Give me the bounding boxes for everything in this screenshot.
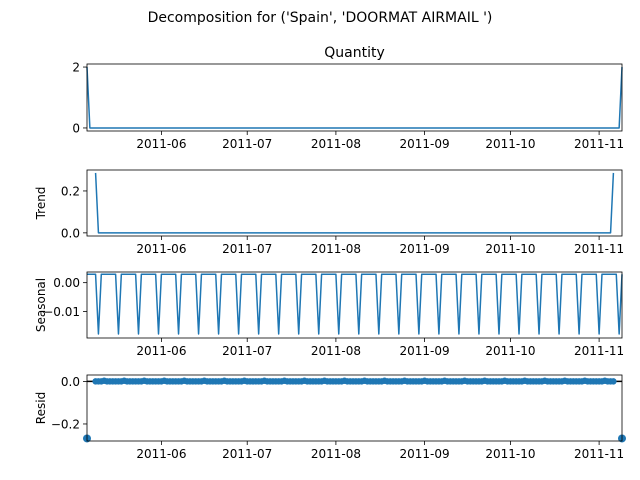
seasonal-panel: Seasonal 2011-06 2011-07 2011-08 2011-09 2011… [34, 271, 624, 358]
seasonal-ytick-label: 0.00 [53, 276, 80, 290]
trend-xtick-label: 2011-08 [311, 242, 361, 256]
resid-xtick-label: 2011-11 [574, 447, 624, 461]
trend-xtick-label: 2011-11 [574, 242, 624, 256]
seasonal-xtick-label: 2011-11 [574, 344, 624, 358]
quantity-xtick-label: 2011-06 [136, 137, 186, 151]
seasonal-axes-frame [86, 271, 623, 339]
trend-panel: Trend 2011-06 2011-07 2011-08 2011-09 2011-10… [34, 169, 624, 256]
quantity-title: Quantity [324, 45, 385, 61]
resid-points [83, 377, 626, 443]
quantity-xtick-label: 2011-08 [311, 137, 361, 151]
trend-ytick-label: 0.0 [61, 226, 80, 240]
resid-ytick-label: 0.0 [61, 375, 80, 389]
trend-xtick-label: 2011-06 [136, 242, 186, 256]
quantity-xtick-label: 2011-11 [574, 137, 624, 151]
resid-xtick-label: 2011-07 [222, 447, 272, 461]
quantity-panel: Quantity 2011-06 2011-07 2011-08 2011-09 2011… [72, 45, 624, 151]
trend-ytick-label: 0.2 [61, 184, 80, 198]
figure-suptitle: Decomposition for ('Spain', 'DOORMAT AIR… [148, 10, 493, 26]
quantity-xtick-label: 2011-09 [400, 137, 450, 151]
seasonal-ylabel: Seasonal [34, 278, 48, 332]
resid-ylabel: Resid [34, 392, 48, 424]
trend-series-line [94, 172, 615, 234]
resid-point [610, 378, 617, 385]
quantity-xtick-label: 2011-10 [485, 137, 535, 151]
trend-xtick-label: 2011-10 [485, 242, 535, 256]
resid-panel: Resid 2011-06 2011-07 2011-08 2011-09 2011-10… [34, 374, 626, 461]
resid-ytick-label: −0.2 [51, 417, 80, 431]
quantity-axes-frame [86, 63, 623, 132]
trend-xtick-label: 2011-07 [222, 242, 272, 256]
quantity-ytick-label: 0 [72, 121, 80, 135]
resid-xtick-label: 2011-08 [311, 447, 361, 461]
seasonal-ytick-label: −0.01 [43, 305, 80, 319]
resid-xtick-label: 2011-10 [485, 447, 535, 461]
quantity-series-line [86, 67, 623, 129]
trend-ylabel: Trend [34, 187, 48, 221]
seasonal-xtick-label: 2011-10 [485, 344, 535, 358]
quantity-xtick-label: 2011-07 [222, 137, 272, 151]
resid-xtick-label: 2011-06 [136, 447, 186, 461]
seasonal-xtick-label: 2011-09 [400, 344, 450, 358]
resid-axes-frame [86, 374, 623, 442]
seasonal-xtick-label: 2011-08 [311, 344, 361, 358]
seasonal-xtick-label: 2011-06 [136, 344, 186, 358]
seasonal-series-line [87, 273, 623, 335]
seasonal-xtick-label: 2011-07 [222, 344, 272, 358]
trend-xtick-label: 2011-09 [400, 242, 450, 256]
resid-xtick-label: 2011-09 [400, 447, 450, 461]
chart-panels: Quantity 2011-06 2011-07 2011-08 2011-09 2011… [34, 45, 626, 461]
quantity-ytick-label: 2 [72, 61, 80, 75]
trend-axes-frame [86, 169, 623, 237]
